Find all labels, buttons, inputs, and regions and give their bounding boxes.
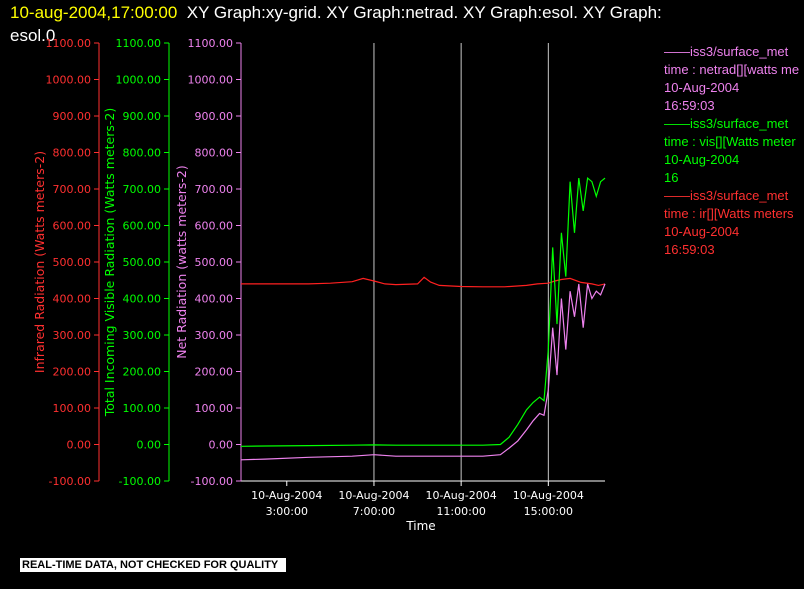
x-tick-label-time: 7:00:00 bbox=[353, 505, 395, 518]
y-tick-label-vis: -100.00 bbox=[119, 475, 161, 488]
y-tick-label-ir: 800.00 bbox=[53, 147, 92, 160]
y-tick-label-ir: 300.00 bbox=[53, 329, 92, 342]
y-tick-label-net: 100.00 bbox=[195, 402, 234, 415]
y-tick-label-vis: 400.00 bbox=[123, 293, 162, 306]
title-timestamp: 10-aug-2004,17:00:00 bbox=[10, 3, 178, 22]
x-tick-label-time: 3:00:00 bbox=[266, 505, 308, 518]
legend-time: 16:59:03 bbox=[664, 98, 715, 113]
y-axis-title-vis: Total Incoming Visible Radiation (Watts … bbox=[102, 108, 117, 417]
y-tick-label-vis: 0.00 bbox=[137, 439, 162, 452]
y-tick-label-net: 500.00 bbox=[195, 256, 234, 269]
legend-entry-ir: ——iss3/surface_met time : ir[][Watts met… bbox=[664, 187, 794, 259]
y-tick-label-ir: 500.00 bbox=[53, 256, 92, 269]
y-tick-label-net: 700.00 bbox=[195, 183, 234, 196]
y-tick-label-net: 900.00 bbox=[195, 110, 234, 123]
legend-entry-vis: ——iss3/surface_met time : vis[][Watts me… bbox=[664, 115, 796, 187]
y-tick-label-net: 1100.00 bbox=[188, 37, 234, 50]
y-tick-label-ir: 700.00 bbox=[53, 183, 92, 196]
y-tick-label-net: 0.00 bbox=[209, 439, 234, 452]
y-tick-label-net: 200.00 bbox=[195, 366, 234, 379]
y-tick-label-ir: 600.00 bbox=[53, 220, 92, 233]
y-tick-label-vis: 800.00 bbox=[123, 147, 162, 160]
title-bar-continued: esol.0 bbox=[10, 26, 56, 45]
plot-area bbox=[240, 43, 606, 481]
title-graph-list: XY Graph:xy-grid. XY Graph:netrad. XY Gr… bbox=[186, 3, 662, 22]
y-tick-label-net: -100.00 bbox=[191, 475, 233, 488]
y-tick-label-vis: 300.00 bbox=[123, 329, 162, 342]
y-tick-label-ir: 400.00 bbox=[53, 293, 92, 306]
legend-entry-netrad: ——iss3/surface_met time : netrad[][watts… bbox=[664, 43, 799, 115]
y-tick-label-ir: 0.00 bbox=[67, 439, 92, 452]
x-tick-label-date: 10-Aug-2004 bbox=[251, 489, 322, 502]
y-tick-label-vis: 700.00 bbox=[123, 183, 162, 196]
y-tick-label-ir: 100.00 bbox=[53, 402, 92, 415]
series-line-vis bbox=[240, 176, 606, 447]
legend-date: 10-Aug-2004 bbox=[664, 152, 740, 167]
x-tick-label-time: 15:00:00 bbox=[524, 505, 573, 518]
x-tick-label-date: 10-Aug-2004 bbox=[338, 489, 409, 502]
legend-source: ——iss3/surface_met bbox=[664, 116, 789, 131]
y-tick-label-vis: 600.00 bbox=[123, 220, 162, 233]
x-tick-label-time: 11:00:00 bbox=[436, 505, 485, 518]
y-tick-label-ir: 1000.00 bbox=[46, 74, 92, 87]
y-tick-label-vis: 100.00 bbox=[123, 402, 162, 415]
title-bar: 10-aug-2004,17:00:00 XY Graph:xy-grid. X… bbox=[10, 3, 662, 23]
legend-source: ——iss3/surface_met bbox=[664, 188, 789, 203]
y-tick-label-net: 300.00 bbox=[195, 329, 234, 342]
legend-date: 10-Aug-2004 bbox=[664, 224, 740, 239]
x-axis-title: Time bbox=[405, 519, 435, 533]
y-tick-label-net: 800.00 bbox=[195, 147, 234, 160]
legend-desc: time : netrad[][watts me bbox=[664, 62, 800, 77]
axes-layer: 10-Aug-2004 3:00:00 10-Aug-2004 7:00:00 10-A… bbox=[32, 37, 605, 518]
x-tick-label-date: 10-Aug-2004 bbox=[426, 489, 497, 502]
y-tick-label-ir: 1100.00 bbox=[46, 37, 92, 50]
y-tick-label-vis: 500.00 bbox=[123, 256, 162, 269]
y-tick-label-ir: 900.00 bbox=[53, 110, 92, 123]
y-axis-title-ir: Infrared Radiation (Watts meters-2) bbox=[32, 151, 47, 373]
quality-notice: REAL-TIME DATA, NOT CHECKED FOR QUALITY bbox=[20, 558, 287, 572]
y-tick-label-net: 400.00 bbox=[195, 293, 234, 306]
legend-source: ——iss3/surface_met bbox=[664, 44, 789, 59]
legend-time: 16 bbox=[664, 170, 679, 185]
y-tick-label-vis: 200.00 bbox=[123, 366, 162, 379]
legend-desc: time : ir[][Watts meters bbox=[664, 206, 794, 221]
y-tick-label-vis: 1100.00 bbox=[116, 37, 162, 50]
y-tick-label-vis: 900.00 bbox=[123, 110, 162, 123]
y-tick-label-vis: 1000.00 bbox=[116, 74, 162, 87]
y-tick-label-net: 1000.00 bbox=[188, 74, 234, 87]
legend-time: 16:59:03 bbox=[664, 242, 715, 257]
y-axis-title-net: Net Radiation (watts meters-2) bbox=[174, 165, 189, 358]
series-line-net bbox=[240, 283, 606, 461]
y-tick-label-ir: 200.00 bbox=[53, 366, 92, 379]
x-tick-label-date: 10-Aug-2004 bbox=[513, 489, 584, 502]
y-tick-label-ir: -100.00 bbox=[49, 475, 91, 488]
y-tick-label-net: 600.00 bbox=[195, 220, 234, 233]
legend-desc: time : vis[][Watts meter bbox=[664, 134, 796, 149]
legend-date: 10-Aug-2004 bbox=[664, 80, 740, 95]
series-line-ir bbox=[241, 276, 606, 288]
